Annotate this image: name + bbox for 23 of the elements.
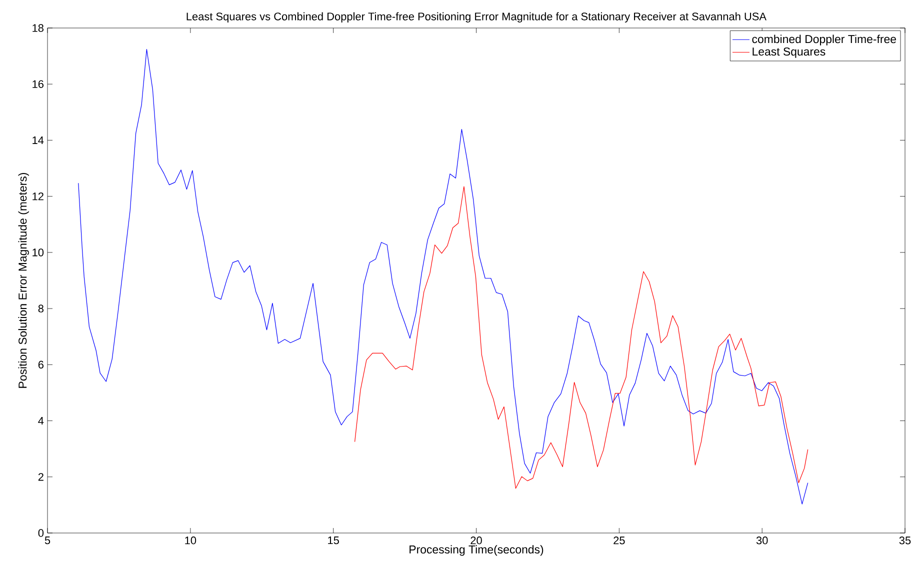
- x-tick-label: 20: [470, 536, 482, 544]
- y-tick-label: 6: [38, 360, 44, 369]
- y-tick-label: 18: [32, 24, 44, 32]
- x-tick-label: 15: [328, 536, 339, 544]
- x-tick-label: 25: [614, 536, 625, 544]
- y-tick-label: 12: [32, 192, 44, 200]
- x-axis-title: Processing Time(seconds): [410, 545, 544, 556]
- y-tick-label: 0: [38, 529, 44, 537]
- y-tick-label: 2: [38, 473, 44, 481]
- line-series: [354, 186, 808, 489]
- x-tick-label: 10: [185, 536, 196, 544]
- x-tick-label: 5: [44, 536, 50, 544]
- y-axis-title: Position Solution Error Magnitude (meters): [18, 172, 29, 388]
- legend-label: Least Squares: [752, 47, 826, 58]
- legend-label: combined Doppler Time-free: [752, 34, 896, 46]
- y-tick-label: 4: [38, 417, 44, 425]
- y-tick-label: 8: [38, 304, 44, 312]
- x-tick-label: 35: [899, 536, 911, 544]
- chart-title: Least Squares vs Combined Doppler Time-free Positioning Error Magnitude for a Stationary Receiver at Savannah USA: [186, 12, 766, 22]
- y-tick-label: 16: [32, 80, 44, 88]
- y-tick-label: 14: [32, 136, 44, 144]
- y-tick-label: 10: [32, 248, 44, 256]
- x-tick-label: 30: [756, 536, 768, 544]
